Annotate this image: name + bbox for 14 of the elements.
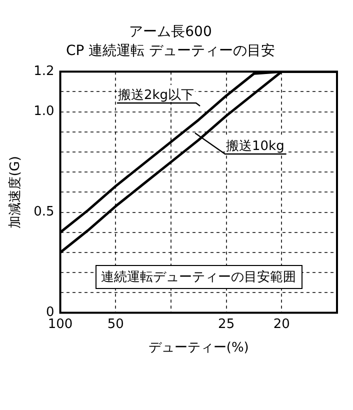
chart-title: アーム長600 [129,24,212,40]
y-tick-label: 1.0 [34,104,54,120]
x-tick-label: 100 [48,316,73,332]
chart-subtitle: CP 連続運転 デューティーの目安 [66,42,276,59]
series-label: 搬送10kg [226,139,284,154]
y-axis-title: 加減速度(G) [7,156,24,228]
y-tick-label: 0.5 [34,204,54,220]
x-tick-label: 25 [218,316,235,332]
annotation: 連続運転デューティーの目安範囲 [95,264,302,289]
x-axis-title: デューティー(%) [148,340,249,356]
x-tick-label: 20 [273,316,290,332]
x-tick-label: 50 [107,316,124,332]
y-tick-label: 1.2 [34,64,54,79]
series-label: 搬送2kg以下 [118,88,194,103]
